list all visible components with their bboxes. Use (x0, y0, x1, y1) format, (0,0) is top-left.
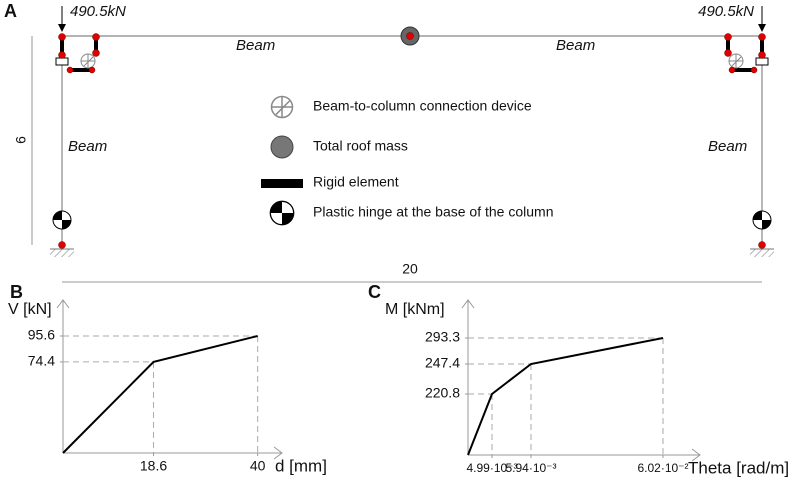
y-axis-label: M [kNm] (385, 301, 445, 318)
member-label: Beam (236, 37, 275, 54)
load-label: 490.5kN (698, 3, 754, 20)
legend-label: Plastic hinge at the base of the column (313, 204, 553, 220)
y-tick-label: 220.8 (425, 385, 460, 401)
axis-arrow (691, 448, 701, 462)
joint-left (55, 33, 100, 74)
panel-label: B (10, 282, 23, 302)
legend-icon (270, 135, 294, 159)
roof-mass-node (406, 32, 414, 40)
member-label: Beam (556, 37, 595, 54)
base-left (50, 210, 74, 257)
member-label: Beam (708, 138, 747, 155)
y-tick-label: 293.3 (425, 329, 460, 345)
panel-label: C (368, 282, 381, 302)
member-label: Beam (68, 138, 107, 155)
curve (467, 337, 664, 456)
x-tick-label: 18.6 (140, 458, 167, 474)
curve (62, 335, 258, 454)
y-tick-label: 247.4 (425, 355, 460, 371)
x-tick-label: 40 (250, 458, 266, 474)
legend-icon (269, 200, 295, 226)
legend-label: Total roof mass (313, 138, 408, 154)
legend-icon (261, 179, 303, 188)
x-tick-label: 4.99·10⁻³ (466, 461, 517, 475)
x-tick-label: 5.94·10⁻³ (505, 461, 556, 475)
height-dimension: 6 (13, 136, 29, 144)
x-axis-label: d [mm] (275, 456, 327, 475)
axis-arrow (273, 446, 283, 460)
x-tick-label: 6.02·10⁻² (637, 461, 688, 475)
load-label: 490.5kN (70, 3, 126, 20)
legend-label: Beam-to-column connection device (313, 98, 532, 114)
y-tick-label: 95.6 (28, 327, 55, 343)
charts: BV [kN] d [mm] 74.4 95.6 18.6 40 CM [kNm] Theta… (8, 282, 789, 478)
legend-label: Rigid element (313, 174, 399, 190)
span-dimension: 20 (402, 261, 418, 277)
panel-label: A (4, 1, 17, 21)
axis-arrow (461, 299, 475, 309)
axis-arrow (56, 299, 70, 309)
y-axis-label: V [kN] (8, 301, 52, 318)
base-right (750, 210, 774, 257)
y-tick-label: 74.4 (28, 353, 55, 369)
joint-right (724, 33, 769, 74)
frame-model: A 490.5kN 490.5kN (4, 1, 774, 283)
x-axis-label: Theta [rad/m] (688, 458, 789, 477)
legend-icon (270, 95, 294, 119)
